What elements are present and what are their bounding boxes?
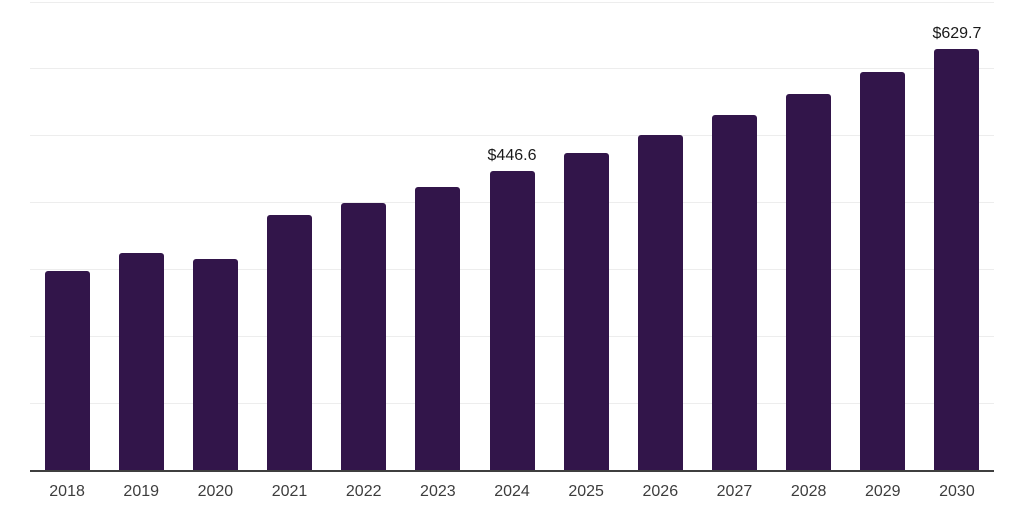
plot-area: 2018 2019 2020 2021 2022 2023 $446.6 2024 2025 20…: [30, 0, 994, 512]
bar-2021: [267, 215, 313, 470]
bar-2020: [192, 258, 238, 470]
x-tick-label-2019: 2019: [123, 483, 160, 500]
x-tick-label-2018: 2018: [49, 483, 85, 500]
x-tick-label-2026: 2026: [642, 483, 679, 500]
x-tick-label-2027: 2027: [716, 483, 753, 500]
bar-2025: [563, 153, 609, 470]
x-tick-label-2022: 2022: [345, 483, 382, 500]
x-tick-label-2030: 2030: [939, 483, 975, 500]
bar-2027: [711, 115, 757, 470]
x-tick-label-2025: 2025: [568, 483, 604, 500]
gridline: [30, 68, 994, 70]
bar-2023: [415, 187, 461, 470]
gridline: [30, 1, 994, 3]
bar-value-label-2030: $629.7: [932, 24, 982, 42]
bar-2029: [860, 72, 906, 470]
x-axis-line: [30, 470, 994, 472]
bar-2026: [637, 134, 683, 470]
bar-2018: [44, 270, 90, 470]
x-tick-label-2021: 2021: [271, 483, 308, 500]
bar-value-label-2024: $446.6: [487, 147, 537, 165]
bar-2022: [341, 202, 387, 470]
gridline: [30, 135, 994, 137]
bar-2019: [118, 253, 164, 470]
x-tick-label-2020: 2020: [197, 483, 234, 500]
x-tick-label-2024: 2024: [494, 483, 530, 500]
bar-2024: [489, 171, 535, 470]
bar-2030: [934, 48, 980, 470]
x-tick-label-2028: 2028: [790, 483, 827, 500]
x-tick-label-2023: 2023: [420, 483, 456, 500]
bar-2028: [786, 93, 832, 470]
x-tick-label-2029: 2029: [864, 483, 901, 500]
